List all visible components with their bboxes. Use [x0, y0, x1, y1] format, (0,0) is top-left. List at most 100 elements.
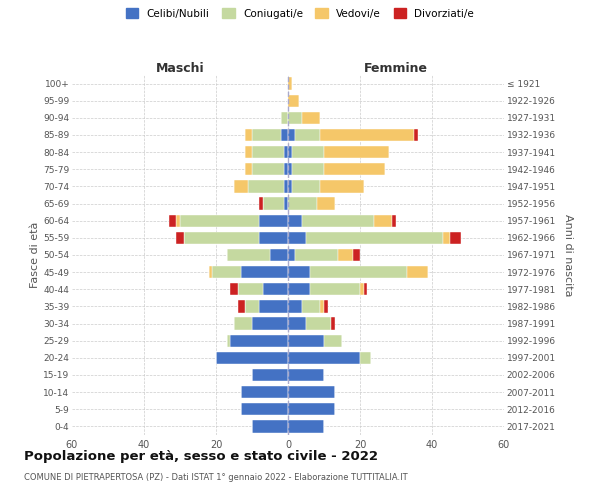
Bar — [281, 129, 288, 141]
Text: COMUNE DI PIETRAPERTOSA (PZ) - Dati ISTAT 1° gennaio 2022 - Elaborazione TUTTITA: COMUNE DI PIETRAPERTOSA (PZ) - Dati ISTA… — [24, 472, 407, 482]
Bar — [288, 283, 310, 296]
Bar — [353, 249, 360, 261]
Bar — [288, 146, 292, 158]
Bar — [209, 266, 212, 278]
Bar — [360, 352, 371, 364]
Bar — [176, 214, 180, 227]
Bar — [324, 163, 385, 175]
Text: Femmine: Femmine — [364, 62, 428, 75]
Bar — [302, 112, 320, 124]
Bar — [252, 163, 284, 175]
Bar — [288, 129, 295, 141]
Bar — [248, 180, 284, 192]
Bar — [234, 180, 248, 192]
Bar — [259, 300, 288, 312]
Bar — [288, 420, 324, 432]
Bar — [252, 146, 284, 158]
Bar — [360, 283, 364, 296]
Text: Popolazione per età, sesso e stato civile - 2022: Popolazione per età, sesso e stato civil… — [24, 450, 378, 463]
Bar — [241, 266, 288, 278]
Bar — [227, 334, 230, 347]
Bar — [245, 300, 259, 312]
Bar — [288, 352, 360, 364]
Bar — [176, 232, 184, 244]
Bar — [338, 249, 353, 261]
Legend: Celibi/Nubili, Coniugati/e, Vedovi/e, Divorziati/e: Celibi/Nubili, Coniugati/e, Vedovi/e, Di… — [123, 5, 477, 21]
Bar — [281, 112, 288, 124]
Bar — [238, 300, 245, 312]
Bar — [270, 249, 288, 261]
Bar — [234, 318, 252, 330]
Bar — [288, 78, 292, 90]
Bar — [288, 163, 292, 175]
Bar — [324, 300, 328, 312]
Bar — [306, 232, 443, 244]
Bar — [310, 266, 407, 278]
Bar — [450, 232, 461, 244]
Bar — [295, 129, 320, 141]
Bar — [292, 180, 320, 192]
Bar — [392, 214, 396, 227]
Bar — [241, 403, 288, 415]
Bar — [288, 180, 292, 192]
Bar — [288, 214, 302, 227]
Bar — [295, 249, 338, 261]
Text: Maschi: Maschi — [155, 62, 205, 75]
Bar — [331, 318, 335, 330]
Bar — [288, 386, 335, 398]
Bar — [288, 334, 324, 347]
Bar — [288, 318, 306, 330]
Bar — [184, 232, 259, 244]
Bar — [212, 266, 241, 278]
Bar — [284, 146, 288, 158]
Bar — [284, 163, 288, 175]
Bar — [288, 249, 295, 261]
Bar — [320, 180, 364, 192]
Bar — [288, 112, 302, 124]
Bar — [169, 214, 176, 227]
Bar — [216, 352, 288, 364]
Bar — [317, 198, 335, 209]
Bar — [320, 300, 324, 312]
Bar — [259, 232, 288, 244]
Bar — [324, 334, 342, 347]
Bar — [284, 198, 288, 209]
Bar — [245, 146, 252, 158]
Bar — [306, 318, 331, 330]
Bar — [288, 94, 299, 107]
Bar — [230, 283, 238, 296]
Bar — [288, 403, 335, 415]
Bar — [310, 283, 360, 296]
Bar — [259, 214, 288, 227]
Bar — [292, 163, 324, 175]
Bar — [238, 283, 263, 296]
Y-axis label: Fasce di età: Fasce di età — [30, 222, 40, 288]
Bar — [241, 386, 288, 398]
Bar — [443, 232, 450, 244]
Bar — [227, 249, 270, 261]
Bar — [245, 129, 252, 141]
Bar — [364, 283, 367, 296]
Bar — [288, 232, 306, 244]
Y-axis label: Anni di nascita: Anni di nascita — [563, 214, 572, 296]
Bar — [259, 198, 263, 209]
Bar — [263, 198, 284, 209]
Bar — [180, 214, 259, 227]
Bar — [407, 266, 428, 278]
Bar — [414, 129, 418, 141]
Bar — [252, 318, 288, 330]
Bar — [252, 369, 288, 381]
Bar — [302, 300, 320, 312]
Bar — [374, 214, 392, 227]
Bar — [230, 334, 288, 347]
Bar — [288, 300, 302, 312]
Bar — [292, 146, 324, 158]
Bar — [320, 129, 414, 141]
Bar — [324, 146, 389, 158]
Bar — [302, 214, 374, 227]
Bar — [284, 180, 288, 192]
Bar — [288, 198, 317, 209]
Bar — [288, 369, 324, 381]
Bar — [252, 420, 288, 432]
Bar — [252, 129, 281, 141]
